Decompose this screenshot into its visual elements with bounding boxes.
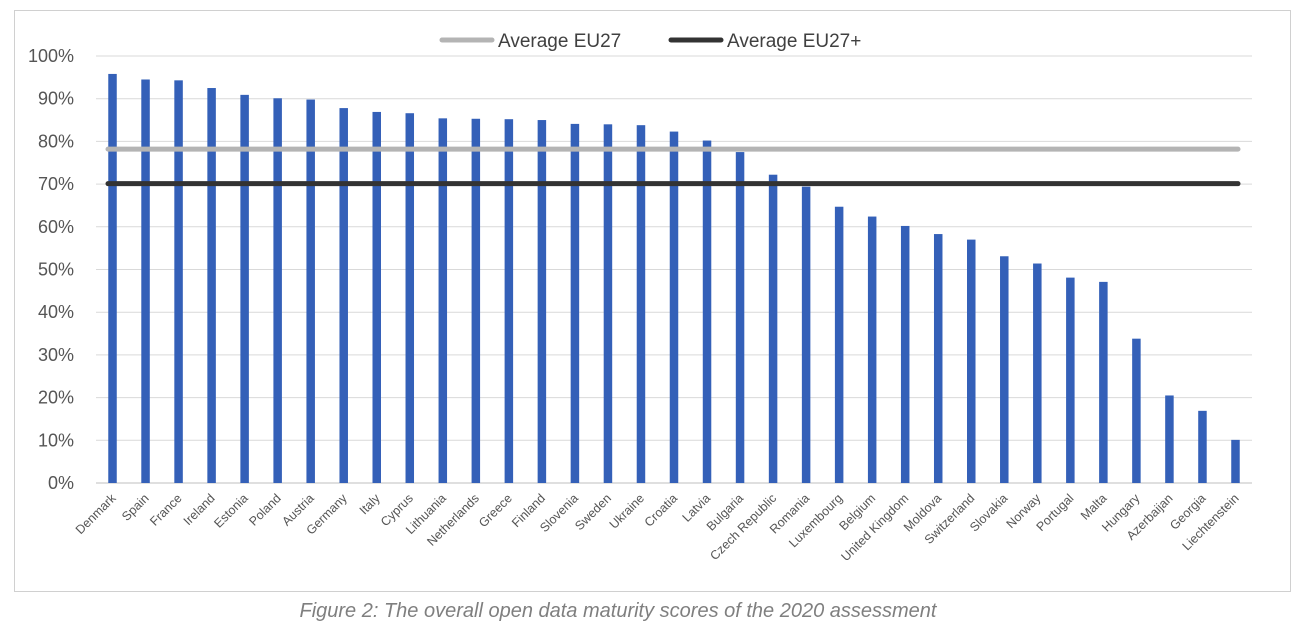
x-tick-label: France xyxy=(147,491,184,528)
bar-romania xyxy=(801,186,811,484)
bar-slovakia xyxy=(1000,256,1009,483)
y-axis-ticks: 0% 10% 20% 30% 40% 50% 60% 70% 80% 90% 100% xyxy=(28,46,74,493)
x-tick-label: Denmark xyxy=(73,491,119,537)
bar-sweden xyxy=(603,124,613,483)
bar-azerbaijan xyxy=(1165,395,1174,483)
bar-georgia xyxy=(1198,410,1207,483)
y-tick-label: 20% xyxy=(38,388,74,408)
y-tick-label: 40% xyxy=(38,302,74,322)
y-tick-label: 50% xyxy=(38,260,74,280)
x-tick-label: Ukraine xyxy=(607,491,647,531)
bar-cyprus xyxy=(405,113,415,483)
bar-czech-republic xyxy=(768,174,778,483)
legend-label: Average EU27 xyxy=(498,31,621,52)
x-tick-label: Italy xyxy=(357,491,384,518)
bar-austria xyxy=(306,99,315,483)
bar-ukraine xyxy=(636,125,646,483)
bar-spain xyxy=(141,79,150,484)
bar-portugal xyxy=(1066,277,1075,483)
y-tick-label: 10% xyxy=(38,430,74,450)
x-tick-label: Portugal xyxy=(1034,491,1077,534)
x-tick-label: Greece xyxy=(476,491,515,530)
bar-greece xyxy=(504,119,514,484)
x-tick-label: Estonia xyxy=(211,491,250,530)
bar-lithuania xyxy=(438,118,448,483)
x-tick-label: Croatia xyxy=(642,491,680,529)
y-tick-label: 100% xyxy=(28,46,74,66)
reference-lines xyxy=(105,146,1241,187)
bar-estonia xyxy=(240,94,249,484)
x-tick-label: Sweden xyxy=(572,491,614,533)
bar-malta xyxy=(1099,281,1108,483)
bar-moldova xyxy=(933,234,943,483)
bar-norway xyxy=(1033,263,1042,483)
bar-switzerland xyxy=(967,239,976,483)
bar-belgium xyxy=(867,216,877,483)
y-tick-label: 0% xyxy=(48,473,74,493)
y-tick-label: 70% xyxy=(38,174,74,194)
y-tick-label: 30% xyxy=(38,345,74,365)
bar-italy xyxy=(372,111,381,483)
bar-liechtenstein xyxy=(1231,439,1240,483)
legend: Average EU27 Average EU27+ xyxy=(439,31,861,52)
y-tick-label: 60% xyxy=(38,217,74,237)
x-tick-label: Poland xyxy=(246,491,283,528)
y-tick-label: 90% xyxy=(38,89,74,109)
x-axis-ticks: Denmark SpainFranceIrelandEstoniaPolandAu… xyxy=(73,491,1242,564)
bar-slovenia xyxy=(570,123,580,483)
figure-caption: Figure 2: The overall open data maturity… xyxy=(299,600,937,622)
legend-label: Average EU27+ xyxy=(727,31,861,52)
bar-finland xyxy=(537,120,547,484)
y-tick-label: 80% xyxy=(38,131,74,151)
bar-ireland xyxy=(207,88,216,484)
chart-frame xyxy=(14,10,1291,592)
bar-croatia xyxy=(669,131,679,484)
bar-luxembourg xyxy=(834,206,844,483)
bar-netherlands xyxy=(471,118,481,484)
bar-germany xyxy=(339,108,348,484)
bar-bulgaria xyxy=(735,152,745,483)
bar-latvia xyxy=(702,140,712,483)
bar-france xyxy=(174,80,183,484)
bar-united-kingdom xyxy=(900,225,910,484)
bar-denmark xyxy=(108,73,117,484)
bar-poland xyxy=(273,98,282,483)
bar-hungary xyxy=(1132,338,1141,483)
bars xyxy=(108,73,1240,484)
